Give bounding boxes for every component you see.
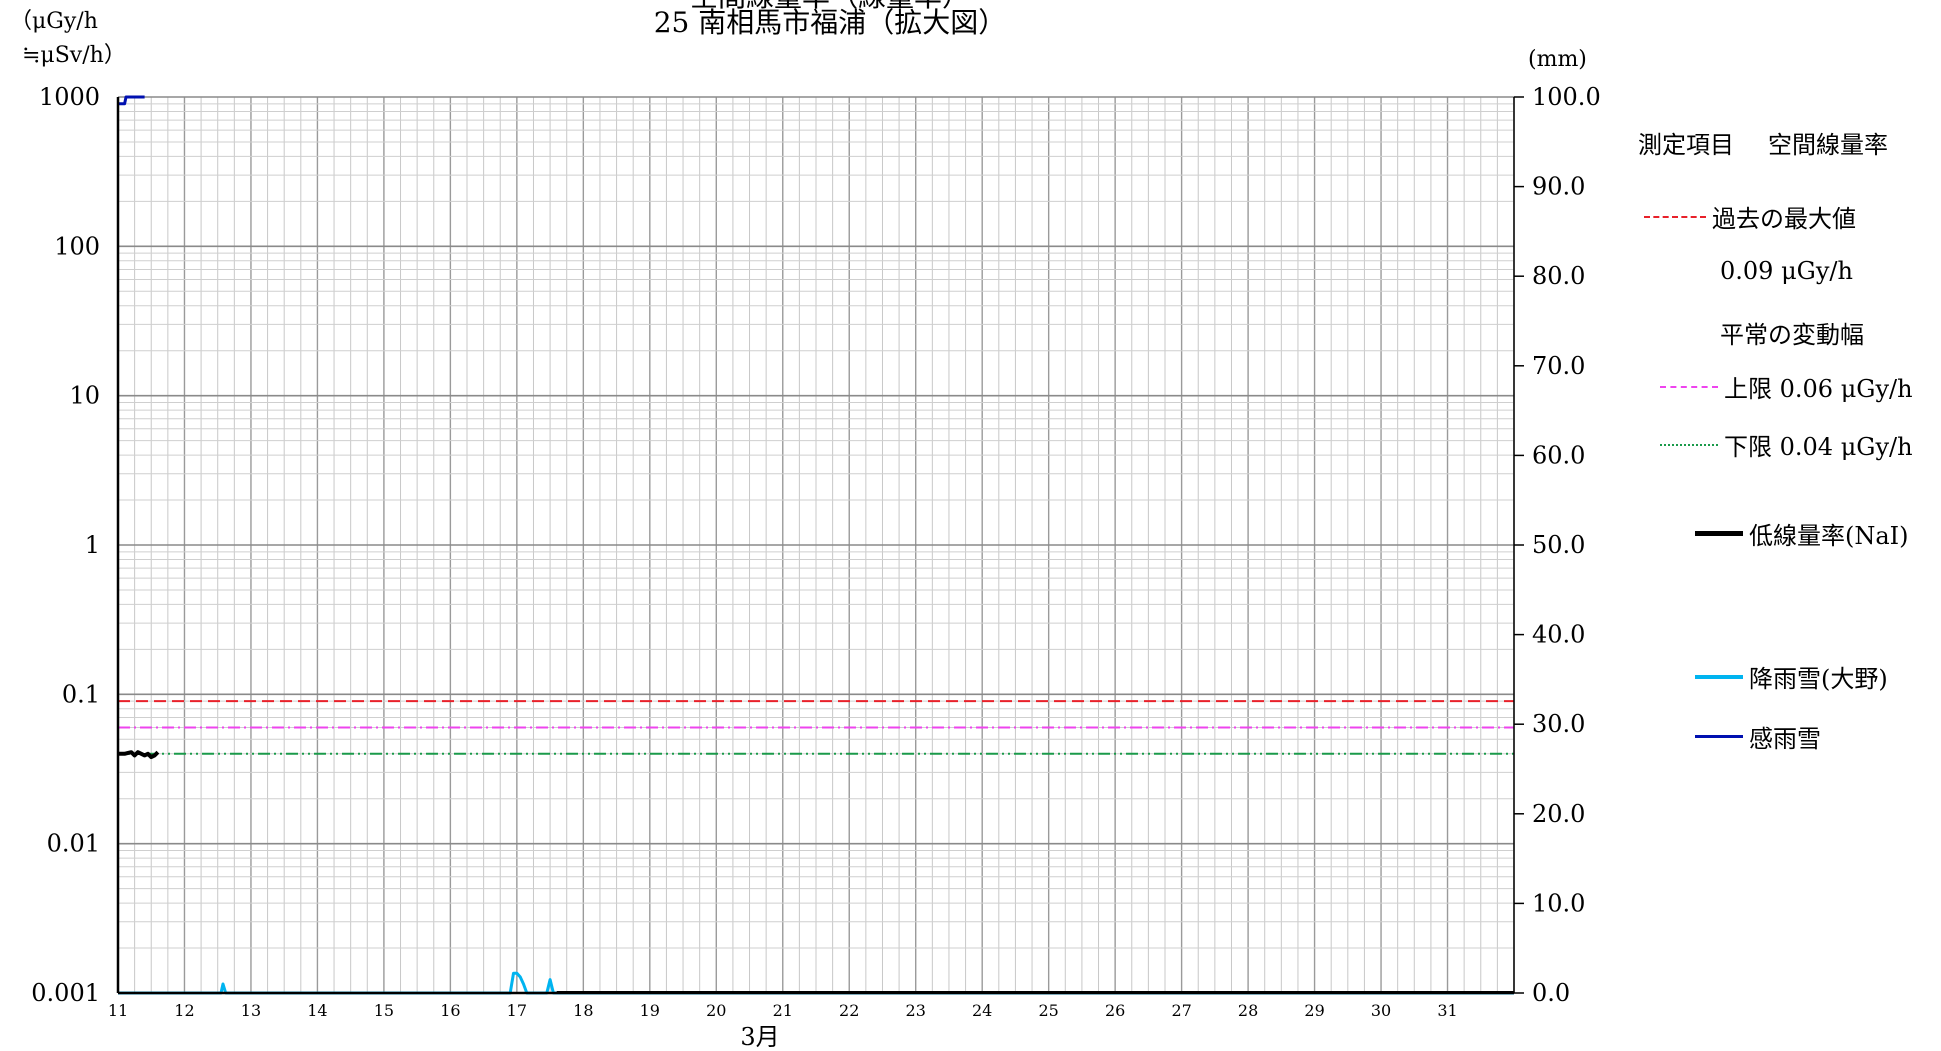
left-axis-unit-line1: （μGy/h (10, 9, 98, 34)
y-right-tick-label: 30.0 (1532, 710, 1585, 738)
series-line (118, 971, 1514, 995)
x-tick-label: 30 (1371, 1001, 1391, 1020)
legend-past-max-value: 0.09 μGy/h (1720, 257, 1853, 285)
y-right-tick-label: 60.0 (1532, 441, 1585, 469)
legend-measure-label: 測定項目 (1638, 131, 1734, 159)
legend-lower-label: 下限 0.04 μGy/h (1724, 433, 1913, 461)
y-right-tick-label: 100.0 (1532, 83, 1601, 111)
legend-nai-label: 低線量率(NaI) (1749, 522, 1909, 550)
x-tick-label: 18 (573, 1001, 593, 1020)
legend-past-max: 過去の最大値 (1644, 199, 1856, 234)
y-left-tick-label: 0.1 (62, 680, 100, 708)
x-tick-label: 11 (108, 1001, 128, 1020)
right-axis-unit: (mm) (1528, 47, 1587, 72)
legend-sense: 感雨雪 (1695, 719, 1821, 754)
reference-lines (118, 700, 1514, 755)
legend-lower: 下限 0.04 μGy/h (1660, 427, 1913, 462)
axes (116, 96, 1524, 995)
legend-sense-line (1695, 735, 1743, 738)
x-tick-label: 28 (1238, 1001, 1258, 1020)
x-tick-label: 27 (1171, 1001, 1191, 1020)
series-line (118, 95, 145, 106)
x-tick-label: 22 (839, 1001, 859, 1020)
tick-labels: 11 12 13 14 15 16 17 18 19 20 21 22 23 24 25 26 27 28 29 30… (31, 83, 1600, 1020)
y-left-tick-label: 0.001 (31, 979, 100, 1007)
x-tick-label: 13 (241, 1001, 261, 1020)
y-right-tick-label: 50.0 (1532, 531, 1585, 559)
legend-sense-label: 感雨雪 (1749, 725, 1821, 753)
x-tick-label: 29 (1304, 1001, 1324, 1020)
y-left-tick-label: 1000 (39, 83, 100, 111)
legend-measure: 測定項目 空間線量率 (1638, 125, 1888, 160)
x-tick-label: 19 (640, 1001, 660, 1020)
chart-title-line2: 25 南相馬市福浦（拡大図） (654, 6, 1007, 39)
legend-rain-label: 降雨雪(大野) (1749, 665, 1888, 693)
legend-measure-value: 空間線量率 (1768, 131, 1888, 159)
x-tick-label: 26 (1105, 1001, 1125, 1020)
legend-upper-line (1660, 385, 1718, 388)
x-tick-label: 16 (440, 1001, 460, 1020)
legend-upper: 上限 0.06 μGy/h (1660, 369, 1913, 404)
y-right-tick-label: 20.0 (1532, 800, 1585, 828)
x-tick-label: 24 (972, 1001, 992, 1020)
legend-lower-line (1660, 443, 1718, 446)
x-tick-label: 20 (706, 1001, 726, 1020)
y-left-tick-label: 0.01 (47, 830, 100, 858)
series-line (118, 750, 160, 760)
legend-nai: 低線量率(NaI) (1695, 516, 1909, 551)
x-tick-label: 31 (1437, 1001, 1457, 1020)
chart-title-line1: 空間線量率（線量率） (690, 0, 970, 13)
y-left-tick-label: 1 (85, 531, 100, 559)
y-right-tick-label: 40.0 (1532, 621, 1585, 649)
y-right-tick-label: 10.0 (1532, 889, 1585, 917)
x-tick-label: 17 (507, 1001, 527, 1020)
legend-rain: 降雨雪(大野) (1695, 659, 1888, 694)
y-right-tick-label: 0.0 (1532, 979, 1570, 1007)
legend-normal-range: 平常の変動幅 (1720, 321, 1864, 349)
left-axis-unit-line2: ≒μSv/h） (22, 43, 126, 68)
y-right-tick-label: 90.0 (1532, 173, 1585, 201)
x-tick-label: 21 (773, 1001, 793, 1020)
y-left-tick-label: 10 (69, 382, 100, 410)
x-tick-label: 23 (906, 1001, 926, 1020)
legend-rain-line (1695, 674, 1743, 679)
y-left-tick-label: 100 (54, 232, 100, 260)
x-tick-label: 12 (174, 1001, 194, 1020)
legend-nai-line (1695, 531, 1743, 536)
y-right-tick-label: 80.0 (1532, 262, 1585, 290)
legend-upper-label: 上限 0.06 μGy/h (1724, 375, 1913, 403)
x-tick-label: 25 (1038, 1001, 1058, 1020)
grid (117, 96, 1515, 994)
x-tick-label: 14 (307, 1001, 327, 1020)
y-right-tick-label: 70.0 (1532, 352, 1585, 380)
legend-past-max-line (1644, 215, 1706, 218)
x-axis-label: 3月 (740, 1023, 779, 1051)
x-tick-label: 15 (374, 1001, 394, 1020)
legend-past-max-label: 過去の最大値 (1712, 205, 1856, 233)
